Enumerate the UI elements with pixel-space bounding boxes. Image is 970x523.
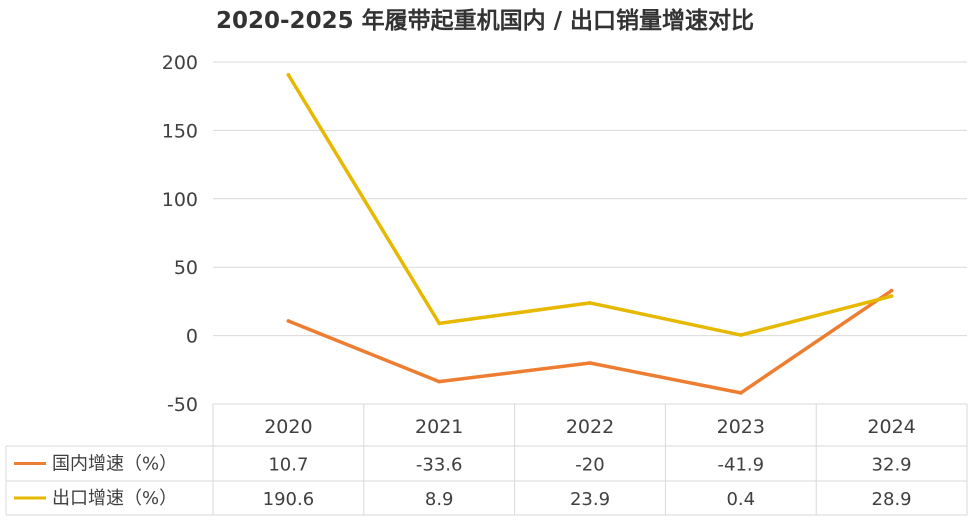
data-table-value: 0.4: [726, 489, 755, 510]
data-point: [437, 321, 442, 326]
data-table-value: -33.6: [416, 455, 463, 476]
x-category-label: 2024: [867, 416, 915, 438]
legend-label: 国内增速（%）: [52, 454, 177, 475]
y-tick-label: 150: [162, 120, 198, 142]
y-tick-label: -50: [167, 394, 198, 416]
data-table-value: -20: [575, 455, 604, 476]
y-tick-label: 100: [162, 189, 198, 211]
data-table-value: 8.9: [425, 489, 454, 510]
chart-title: 2020-2025 年履带起重机国内 / 出口销量增速对比: [216, 7, 754, 34]
data-table-value: -41.9: [718, 455, 765, 476]
data-table-value: 10.7: [268, 455, 308, 476]
series-lines: [286, 73, 894, 395]
series-line-export: [286, 73, 894, 337]
y-tick-label: 50: [174, 257, 198, 279]
x-category-label: 2022: [566, 416, 614, 438]
data-table-value: 32.9: [872, 455, 912, 476]
data-point: [286, 319, 291, 323]
x-category-label: 2023: [717, 416, 765, 438]
data-table-value: 23.9: [570, 489, 610, 510]
y-axis-ticks: 200 150 100 50 0 -50: [162, 52, 198, 416]
data-point: [588, 361, 592, 365]
x-category-label: 2021: [415, 416, 463, 438]
y-tick-label: 200: [162, 52, 198, 74]
data-table-value: 28.9: [872, 489, 912, 510]
data-point: [889, 288, 894, 293]
data-point: [437, 379, 442, 384]
x-category-label: 2020: [264, 416, 312, 438]
data-point: [739, 333, 743, 337]
legend-label: 出口增速（%）: [52, 488, 177, 509]
series-line-domestic: [286, 288, 894, 395]
data-point: [588, 301, 592, 305]
data-point: [889, 294, 894, 298]
data-table: 2020 2021 2022 2023 2024 国内增速（%） 10.7 -33.6 -20 -…: [5, 403, 968, 516]
gridlines: [213, 61, 967, 405]
data-point: [739, 391, 743, 395]
y-tick-label: 0: [186, 326, 198, 348]
data-table-value: 190.6: [263, 489, 315, 510]
data-point: [286, 73, 291, 77]
